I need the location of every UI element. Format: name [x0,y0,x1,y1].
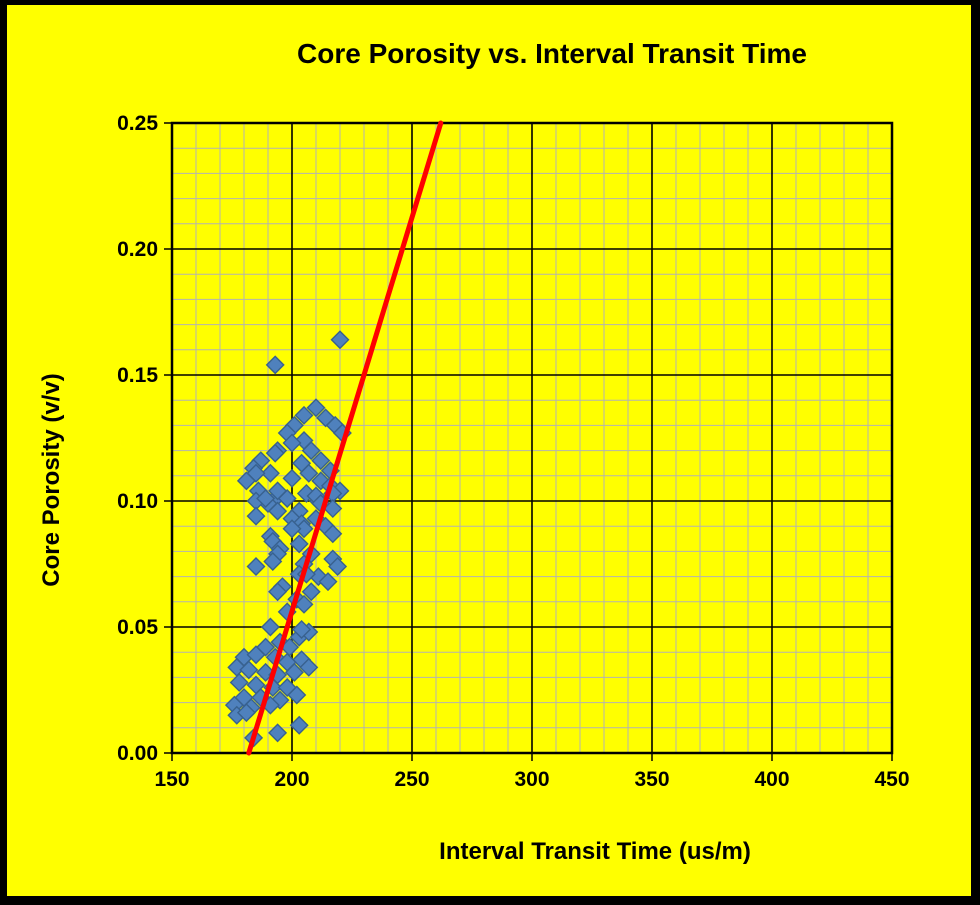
data-point [306,398,326,418]
data-point [236,471,256,491]
chart-title: Core Porosity vs. Interval Transit Time [297,38,807,69]
data-point [330,330,350,350]
data-point [256,488,276,508]
y-tick-label: 0.20 [117,238,158,261]
data-point [294,594,314,614]
data-point [239,660,259,680]
data-point [323,524,343,544]
y-tick-label: 0.10 [117,490,158,513]
data-point [263,551,283,571]
y-tick-label: 0.25 [117,112,158,135]
trendline [246,120,444,756]
data-point [299,657,319,677]
data-point [282,433,302,453]
data-point [265,443,285,463]
data-point [299,463,319,483]
data-point [268,501,288,521]
x-tick-label: 350 [634,768,669,791]
data-point [284,662,304,682]
x-tick-label: 200 [274,768,309,791]
data-point [260,463,280,483]
data-point [282,468,302,488]
data-point [318,572,338,592]
data-point [301,441,321,461]
data-point [287,685,307,705]
x-tick-label: 150 [154,768,189,791]
data-point [328,557,348,577]
data-point [323,499,343,519]
data-point [246,645,266,665]
y-axis-title: Core Porosity (v/v) [38,373,65,587]
data-point [268,723,288,743]
data-point [301,582,321,602]
y-tick-label: 0.15 [117,364,158,387]
data-point [294,405,314,425]
data-point [282,519,302,539]
data-point [289,715,309,735]
data-point [236,703,256,723]
data-point [265,355,285,375]
x-tick-label: 400 [754,768,789,791]
x-tick-label: 300 [514,768,549,791]
y-tick-label: 0.05 [117,616,158,639]
data-point [260,617,280,637]
data-point [229,672,249,692]
data-point [268,582,288,602]
data-point [246,557,266,577]
data-point [292,620,312,640]
data-point [246,506,266,526]
data-point [289,534,309,554]
x-tick-label: 450 [874,768,909,791]
data-point [268,481,288,501]
y-tick-label: 0.00 [117,742,158,765]
x-axis-title: Interval Transit Time (us/m) [439,838,751,865]
data-point [311,451,331,471]
x-tick-label: 250 [394,768,429,791]
